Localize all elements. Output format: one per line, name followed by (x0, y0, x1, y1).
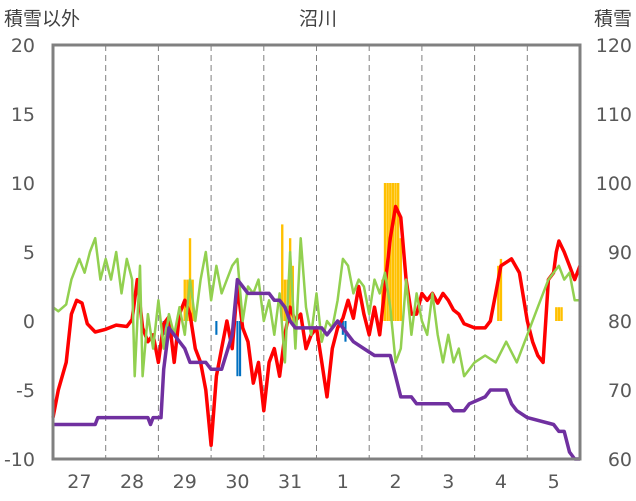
right-axis-tick-label: 70 (608, 380, 632, 402)
x-axis-tick-label: 3 (442, 471, 454, 493)
bar-orange (555, 307, 558, 321)
right-axis-title: 積雪 (593, 8, 632, 30)
left-axis-tick-label: 5 (23, 242, 35, 264)
right-axis-tick-label: 80 (608, 311, 632, 333)
x-axis-tick-label: 29 (173, 471, 197, 493)
x-axis-tick-label: 4 (495, 471, 507, 493)
bar-orange (283, 279, 287, 321)
bar-orange (499, 258, 503, 321)
bar-blue (215, 321, 218, 335)
bar-orange (394, 183, 397, 321)
x-axis-tick-label: 1 (337, 471, 349, 493)
chart-title: 沼川 (298, 8, 337, 30)
right-axis-tick-label: 110 (596, 104, 632, 126)
bar-orange (497, 265, 500, 321)
x-axis-tick-label: 28 (120, 471, 144, 493)
bar-orange (383, 183, 387, 321)
bar-orange (281, 224, 284, 321)
left-axis-tick-label: -5 (16, 380, 35, 402)
bar-orange (288, 238, 292, 321)
right-axis-tick-label: 60 (608, 449, 632, 471)
x-axis-tick-label: 2 (390, 471, 402, 493)
bar-orange (391, 183, 395, 321)
bar-orange (557, 307, 561, 321)
x-axis-tick-label: 27 (67, 471, 91, 493)
left-axis-tick-label: 15 (11, 104, 35, 126)
x-axis-tick-label: 30 (225, 471, 249, 493)
x-axis-tick-label: 5 (548, 471, 560, 493)
series-line-purple (53, 277, 580, 461)
right-axis-tick-label: 120 (596, 35, 632, 57)
bar-orange (560, 307, 563, 321)
series-line-green (52, 236, 580, 378)
left-axis-title: 積雪以外 (4, 8, 81, 30)
plot-frame (51, 43, 582, 461)
left-axis-tick-label: 10 (11, 173, 35, 195)
bar-blue (236, 321, 239, 377)
bar-blue (239, 321, 242, 377)
series-line-red (51, 204, 582, 447)
left-axis-tick-label: 0 (23, 311, 35, 333)
right-axis-tick-label: 100 (596, 173, 632, 195)
right-axis-tick-label: 90 (608, 242, 632, 264)
bar-orange (396, 183, 400, 321)
x-axis-tick-label: 31 (278, 471, 302, 493)
left-axis-tick-label: -10 (4, 449, 35, 471)
left-axis-tick-label: 20 (11, 35, 35, 57)
bar-orange (399, 238, 403, 321)
